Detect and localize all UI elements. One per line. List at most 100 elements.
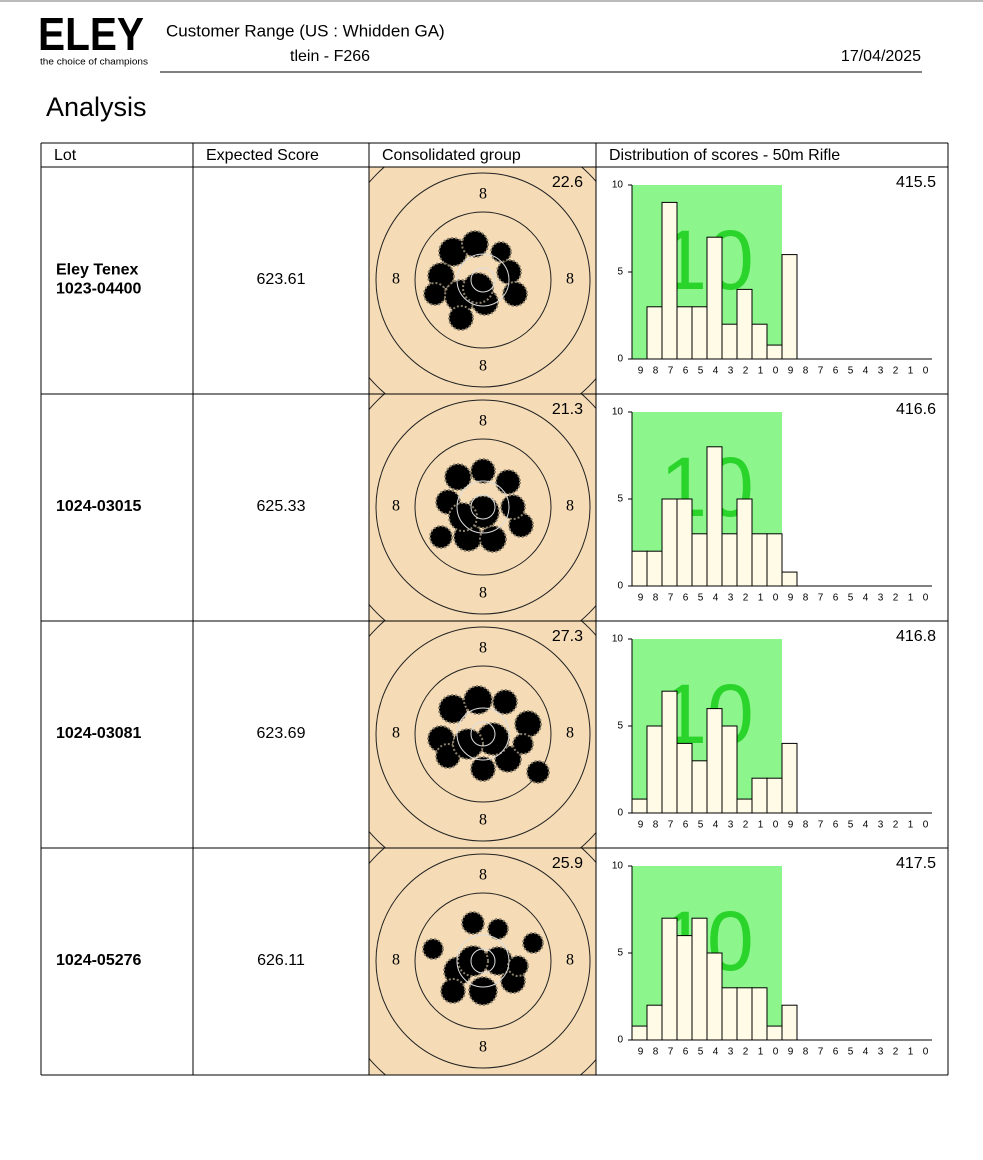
ring-label: 8 [566, 725, 574, 742]
bar [676, 498, 693, 587]
bar [646, 1004, 663, 1041]
column-header: Distribution of scores - 50m Rifle [609, 147, 840, 164]
x-tick-label: 6 [683, 366, 689, 377]
section-heading: Analysis [46, 92, 147, 122]
x-tick-label: 5 [698, 366, 704, 377]
lot-name: 1024-05276 [56, 952, 142, 969]
group-size: 21.3 [552, 401, 583, 418]
shot-hole [457, 945, 489, 977]
shot-hole [522, 932, 544, 954]
bar [646, 306, 663, 360]
logo: ELEY [38, 8, 144, 60]
x-tick-label: 8 [803, 820, 809, 831]
shot-hole [461, 911, 485, 935]
report-date: 17/04/2025 [841, 48, 921, 65]
x-tick-label: 8 [653, 820, 659, 831]
bar [706, 708, 723, 814]
x-tick-label: 0 [773, 1047, 779, 1058]
group-size: 22.6 [552, 174, 583, 191]
target: 8 8 8 8 27.3 [369, 621, 596, 848]
shot-hole [448, 305, 474, 331]
x-tick-label: 9 [788, 820, 794, 831]
logo-tagline: the choice of champions [40, 56, 149, 66]
target-ring [375, 399, 591, 615]
shot-hole [429, 525, 453, 549]
ring-label: 8 [392, 271, 400, 288]
shot-hole [470, 756, 496, 782]
target-ring [470, 267, 496, 293]
y-tick-label: 5 [617, 494, 623, 505]
shot-hole [507, 955, 529, 977]
x-tick-label: 7 [818, 593, 824, 604]
x-tick-label: 4 [713, 820, 719, 831]
x-tick-label: 5 [698, 1047, 704, 1058]
target-ring [375, 626, 591, 842]
target-ring [470, 721, 496, 747]
bar [721, 725, 738, 814]
x-tick-label: 9 [638, 820, 644, 831]
x-tick-label: 5 [848, 593, 854, 604]
x-tick-label: 9 [788, 593, 794, 604]
bar [721, 533, 738, 587]
target-ring [470, 948, 496, 974]
ring-label: 8 [479, 812, 487, 829]
bar [766, 777, 783, 814]
shot-hole [496, 259, 522, 285]
x-tick-label: 0 [773, 820, 779, 831]
target-ring [414, 211, 552, 349]
bar [766, 344, 783, 360]
bar [706, 952, 723, 1041]
lot-name: 1024-03015 [56, 498, 142, 515]
bar [766, 1025, 783, 1041]
target-ring [470, 494, 496, 520]
x-tick-label: 5 [698, 593, 704, 604]
bar [676, 935, 693, 1041]
shot-hole [490, 241, 512, 263]
x-tick-label: 0 [923, 366, 929, 377]
x-tick-label: 3 [728, 593, 734, 604]
bar [691, 306, 708, 360]
x-tick-label: 5 [848, 1047, 854, 1058]
x-tick-label: 2 [893, 820, 899, 831]
shot-hole [468, 976, 498, 1006]
x-tick-label: 1 [758, 820, 764, 831]
bar [691, 533, 708, 587]
x-tick-label: 8 [803, 366, 809, 377]
shot-hole [462, 272, 494, 304]
target-ring [456, 253, 510, 307]
target-ring [375, 172, 591, 388]
target: 8 8 8 8 25.9 [369, 848, 596, 1075]
x-tick-label: 1 [908, 593, 914, 604]
bar [721, 987, 738, 1041]
x-tick-label: 7 [818, 1047, 824, 1058]
x-tick-label: 9 [638, 593, 644, 604]
y-tick-label: 10 [612, 634, 624, 645]
x-tick-label: 7 [668, 593, 674, 604]
y-tick-label: 10 [612, 180, 624, 191]
ring-label: 8 [479, 186, 487, 203]
x-tick-label: 9 [638, 1047, 644, 1058]
bar [631, 1025, 648, 1041]
x-tick-label: 7 [668, 1047, 674, 1058]
x-tick-label: 2 [893, 1047, 899, 1058]
shot-hole [438, 694, 468, 724]
x-tick-label: 9 [638, 366, 644, 377]
bar [781, 571, 798, 587]
bar [631, 550, 648, 587]
x-tick-label: 5 [848, 820, 854, 831]
expected-score: 623.61 [257, 271, 306, 288]
target-ring [456, 480, 510, 534]
distribution-total: 415.5 [896, 174, 936, 191]
group-size: 25.9 [552, 855, 583, 872]
shot-hole [502, 281, 528, 307]
shot-hole [452, 728, 484, 760]
target-ring [456, 707, 510, 761]
target-ring [414, 665, 552, 803]
lot-name: 1024-03081 [56, 725, 142, 742]
shot-hole [500, 494, 526, 520]
bar [781, 742, 798, 814]
shot-hole [422, 938, 444, 960]
